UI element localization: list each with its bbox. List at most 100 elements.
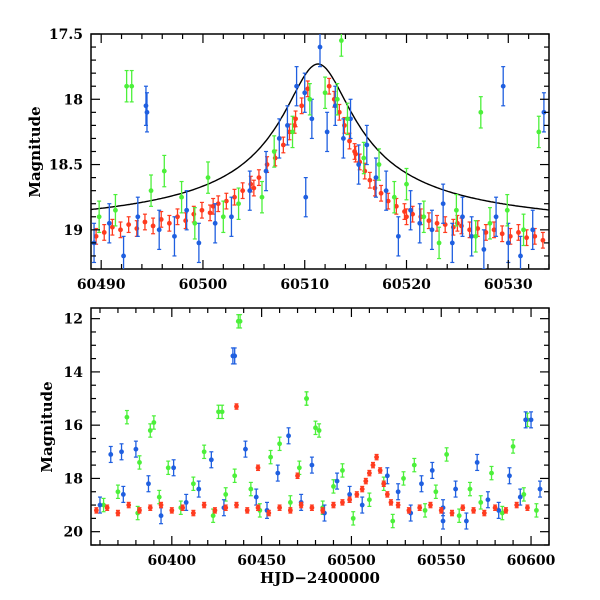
- top-data-point: [309, 116, 315, 122]
- top-panel: Magnitude 60490 60500 60510 60520 60530 17.5 1…: [26, 27, 550, 293]
- top-data-point: [118, 227, 123, 233]
- bottom-data-point: [180, 505, 186, 511]
- top-x-tick-label: 60520: [382, 277, 431, 293]
- bottom-data-point: [537, 486, 543, 492]
- top-data-point: [158, 216, 164, 222]
- bottom-plot-frame: [90, 307, 550, 546]
- bottom-data-point: [248, 486, 254, 492]
- bottom-data-point: [456, 513, 462, 519]
- bottom-data-point: [481, 510, 487, 516]
- top-data-point: [191, 211, 197, 217]
- top-data-point: [101, 230, 107, 235]
- bottom-data-point: [384, 492, 390, 497]
- top-data-point: [338, 38, 344, 43]
- bottom-series-green: [101, 314, 539, 529]
- bottom-data-point: [93, 507, 99, 513]
- bottom-data-point: [354, 492, 360, 497]
- top-data-point: [507, 233, 513, 239]
- top-data-point: [322, 90, 328, 96]
- bottom-data-point: [183, 499, 189, 505]
- bottom-y-axis-label: Magnitude: [38, 381, 56, 472]
- bottom-data-point: [428, 502, 433, 508]
- bottom-data-point: [406, 507, 412, 513]
- top-data-point: [121, 253, 126, 259]
- top-data-point: [518, 253, 523, 259]
- bottom-data-point: [395, 502, 401, 508]
- top-data-point: [305, 86, 311, 92]
- bottom-data-point: [201, 502, 207, 508]
- bottom-data-point: [253, 494, 259, 500]
- top-data-point: [356, 162, 362, 167]
- bottom-data-point: [232, 353, 238, 359]
- top-data-point: [500, 83, 506, 89]
- top-data-point: [134, 226, 140, 231]
- top-data-point: [367, 177, 373, 183]
- top-data-point: [334, 96, 340, 102]
- bottom-data-point: [119, 449, 124, 455]
- top-data-point: [192, 220, 198, 226]
- top-data-point: [540, 237, 546, 243]
- bottom-data-point: [309, 462, 315, 468]
- top-data-point: [96, 214, 102, 220]
- top-data-point: [393, 203, 399, 209]
- top-data-point: [364, 142, 370, 148]
- bottom-data-point: [359, 486, 365, 492]
- top-data-layer: [91, 34, 549, 269]
- bottom-data-point: [514, 502, 520, 508]
- top-data-point: [264, 162, 270, 167]
- bottom-data-point: [210, 513, 216, 519]
- bottom-data-point: [223, 492, 229, 497]
- top-data-point: [142, 219, 148, 225]
- top-data-point: [475, 226, 481, 231]
- top-x-tick-label: 60510: [280, 277, 329, 293]
- top-x-tick-label: 60530: [484, 277, 533, 293]
- bottom-data-point: [147, 428, 153, 433]
- bottom-data-point: [347, 497, 353, 503]
- top-data-point: [391, 194, 397, 200]
- top-data-point: [353, 151, 359, 157]
- top-data-point: [215, 201, 221, 207]
- bottom-data-point: [340, 468, 345, 473]
- top-data-point: [199, 207, 205, 213]
- bottom-data-point: [212, 507, 218, 513]
- bottom-data-point: [463, 518, 469, 524]
- top-data-point: [161, 168, 167, 174]
- top-data-point: [499, 231, 505, 237]
- top-x-tick-label: 60490: [77, 277, 126, 293]
- bottom-data-point: [492, 505, 498, 511]
- top-data-point: [440, 201, 446, 207]
- bottom-data-point: [395, 489, 401, 495]
- bottom-data-point: [309, 505, 315, 511]
- top-data-point: [205, 175, 211, 181]
- top-data-point: [505, 240, 511, 246]
- top-data-point: [491, 227, 497, 233]
- top-x-tick-label: 60500: [179, 277, 228, 293]
- top-data-point: [417, 220, 423, 226]
- top-data-point: [179, 194, 184, 200]
- bottom-data-point: [286, 433, 291, 439]
- bottom-data-point: [223, 505, 229, 511]
- bottom-data-point: [124, 414, 130, 420]
- top-data-point: [404, 214, 409, 220]
- top-data-point: [383, 188, 389, 194]
- top-data-point: [402, 209, 407, 214]
- bottom-data-point: [169, 507, 175, 513]
- bottom-y-tick-label: 16: [64, 418, 83, 434]
- bottom-data-point: [489, 470, 494, 476]
- top-data-point: [521, 227, 526, 233]
- model-fit-curve: [91, 63, 549, 211]
- top-data-point: [373, 175, 379, 181]
- bottom-data-point: [507, 473, 512, 479]
- bottom-data-point: [216, 409, 221, 415]
- bottom-data-point: [334, 478, 340, 484]
- bottom-data-point: [377, 468, 383, 473]
- top-data-point: [524, 235, 530, 241]
- bottom-data-point: [208, 457, 214, 463]
- top-data-point: [129, 83, 135, 89]
- bottom-data-point: [528, 417, 534, 423]
- top-data-point: [467, 227, 473, 233]
- bottom-data-point: [137, 460, 142, 465]
- top-data-point: [429, 227, 435, 233]
- bottom-data-point: [499, 510, 505, 516]
